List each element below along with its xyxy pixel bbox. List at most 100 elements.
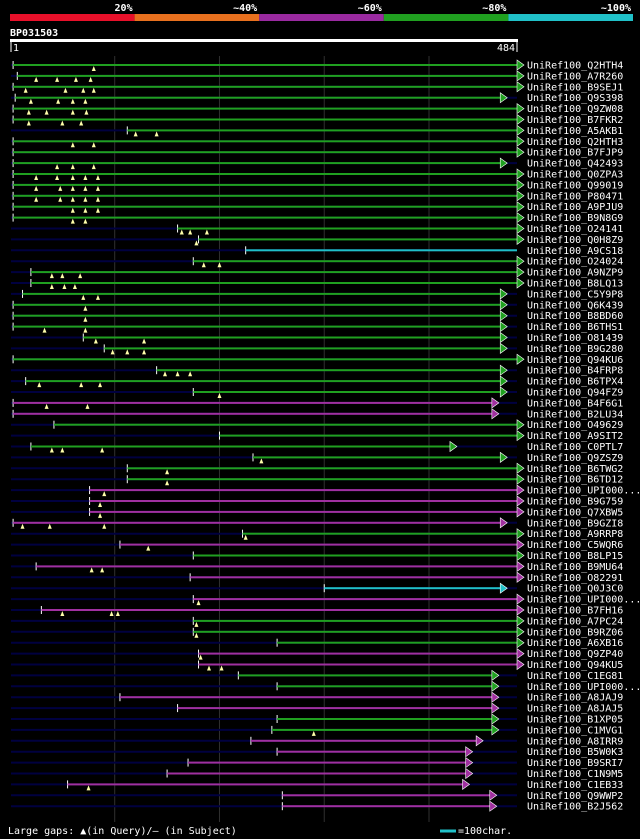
hit-bar[interactable] [127, 478, 518, 481]
hit-bar[interactable] [198, 238, 517, 241]
hit-label[interactable]: UniRef100_B4FRP8 [527, 366, 623, 377]
hit-bar[interactable] [119, 696, 492, 699]
hit-label[interactable]: UniRef100_A9NZP9 [527, 268, 623, 279]
hit-bar[interactable] [104, 347, 501, 350]
hit-label[interactable]: UniRef100_A9RRP8 [527, 529, 623, 540]
hit-label[interactable]: UniRef100_B8LP15 [527, 551, 623, 562]
hit-label[interactable]: UniRef100_A6XB16 [527, 638, 623, 649]
hit-bar[interactable] [193, 630, 518, 633]
hit-label[interactable]: UniRef100_O81439 [527, 333, 623, 344]
hit-bar[interactable] [15, 96, 501, 99]
hit-bar[interactable] [30, 282, 518, 284]
hit-label[interactable]: UniRef100_B9G759 [527, 497, 623, 508]
hit-label[interactable]: UniRef100_Q99019 [527, 180, 623, 191]
hit-label[interactable]: UniRef100_Q9S398 [527, 93, 623, 104]
hit-label[interactable]: UniRef100_B8BD60 [527, 311, 623, 322]
hit-label[interactable]: UniRef100_C1MVG1 [527, 725, 623, 736]
hit-label[interactable]: UniRef100_A9SIT2 [527, 431, 623, 442]
hit-bar[interactable] [13, 85, 517, 88]
hit-label[interactable]: UniRef100_UPI000... [527, 595, 640, 606]
hit-label[interactable]: UniRef100_B6TD12 [527, 475, 623, 486]
hit-label[interactable]: UniRef100_Q94KU5 [527, 660, 623, 671]
hit-label[interactable]: UniRef100_B7FJP9 [527, 148, 623, 159]
hit-label[interactable]: UniRef100_Q0J3C0 [527, 584, 623, 595]
hit-bar[interactable] [177, 707, 492, 710]
hit-bar[interactable] [13, 194, 517, 197]
hit-bar[interactable] [13, 358, 517, 361]
hit-label[interactable]: UniRef100_Q94FZ9 [527, 388, 623, 399]
hit-label[interactable]: UniRef100_B6TPX4 [527, 377, 623, 388]
hit-bar[interactable] [250, 739, 477, 742]
hit-bar[interactable] [13, 216, 517, 219]
hit-bar[interactable] [13, 303, 501, 306]
hit-label[interactable]: UniRef100_B7FH16 [527, 606, 623, 617]
hit-bar[interactable] [67, 783, 463, 786]
hit-bar[interactable] [198, 652, 517, 655]
hit-bar[interactable] [89, 489, 518, 492]
hit-bar[interactable] [193, 619, 518, 622]
hit-label[interactable]: UniRef100_B9RZ06 [527, 627, 623, 638]
hit-label[interactable]: UniRef100_B7FKR2 [527, 115, 623, 126]
hit-bar[interactable] [13, 173, 517, 175]
hit-bar[interactable] [53, 423, 517, 426]
hit-label[interactable]: UniRef100_O49629 [527, 420, 623, 431]
hit-label[interactable]: UniRef100_B5W0K3 [527, 747, 623, 758]
hit-label[interactable]: UniRef100_Q9ZSZ9 [527, 453, 623, 464]
hit-label[interactable]: UniRef100_B9SRI7 [527, 758, 623, 769]
hit-bar[interactable] [188, 761, 466, 764]
hit-label[interactable]: UniRef100_B9MU64 [527, 562, 623, 573]
hit-bar[interactable] [193, 260, 518, 263]
hit-label[interactable]: UniRef100_UPI000... [527, 682, 640, 693]
hit-bar[interactable] [177, 227, 518, 230]
hit-label[interactable]: UniRef100_B9G280 [527, 344, 623, 355]
hit-label[interactable]: UniRef100_A9PJU9 [527, 202, 623, 213]
hit-label[interactable]: UniRef100_P80471 [527, 191, 623, 202]
hit-bar[interactable] [13, 325, 501, 328]
hit-bar[interactable] [277, 685, 492, 688]
hit-bar[interactable] [89, 510, 518, 513]
hit-bar[interactable] [245, 249, 517, 252]
hit-label[interactable]: UniRef100_A8JAJ5 [527, 704, 623, 715]
hit-bar[interactable] [127, 467, 518, 470]
hit-label[interactable]: UniRef100_A8IRR9 [527, 736, 623, 747]
hit-bar[interactable] [193, 598, 518, 601]
hit-label[interactable]: UniRef100_Q9ZW08 [527, 104, 623, 115]
hit-bar[interactable] [13, 118, 517, 121]
hit-bar[interactable] [13, 412, 492, 415]
hit-bar[interactable] [13, 151, 517, 154]
hit-label[interactable]: UniRef100_B4F6G1 [527, 398, 623, 409]
hit-bar[interactable] [13, 314, 501, 317]
hit-bar[interactable] [271, 728, 492, 731]
hit-label[interactable]: UniRef100_Q9ZP40 [527, 649, 623, 660]
hit-label[interactable]: UniRef100_B6TWG2 [527, 464, 623, 475]
hit-bar[interactable] [198, 663, 517, 666]
hit-label[interactable]: UniRef100_Q9WWP2 [527, 791, 623, 802]
hit-label[interactable]: UniRef100_B2J562 [527, 802, 623, 813]
hit-label[interactable]: UniRef100_A5AKB1 [527, 126, 623, 137]
hit-bar[interactable] [41, 609, 517, 611]
hit-bar[interactable] [277, 718, 492, 720]
hit-bar[interactable] [22, 292, 501, 295]
hit-label[interactable]: UniRef100_Q7XBW5 [527, 507, 623, 518]
hit-label[interactable]: UniRef100_A7PC24 [527, 616, 623, 627]
hit-label[interactable]: UniRef100_Q42493 [527, 159, 623, 170]
hit-bar[interactable] [193, 554, 518, 557]
hit-label[interactable]: UniRef100_O24141 [527, 224, 623, 235]
hit-bar[interactable] [17, 74, 518, 77]
hit-label[interactable]: UniRef100_C1EB33 [527, 780, 623, 791]
hit-bar[interactable] [156, 369, 501, 372]
hit-bar[interactable] [13, 140, 517, 143]
hit-label[interactable]: UniRef100_Q0ZPA3 [527, 170, 623, 181]
hit-bar[interactable] [277, 641, 517, 644]
hit-bar[interactable] [89, 500, 518, 502]
hit-bar[interactable] [282, 805, 490, 808]
hit-bar[interactable] [167, 772, 466, 775]
hit-label[interactable]: UniRef100_Q2HTH4 [527, 61, 623, 72]
hit-label[interactable]: UniRef100_O24024 [527, 257, 623, 268]
hit-label[interactable]: UniRef100_UPI000... [527, 486, 640, 497]
hit-bar[interactable] [242, 532, 517, 535]
hit-bar[interactable] [127, 129, 518, 132]
hit-bar[interactable] [13, 183, 517, 186]
hit-bar[interactable] [13, 64, 517, 66]
hit-label[interactable]: UniRef100_C1EG81 [527, 671, 623, 682]
